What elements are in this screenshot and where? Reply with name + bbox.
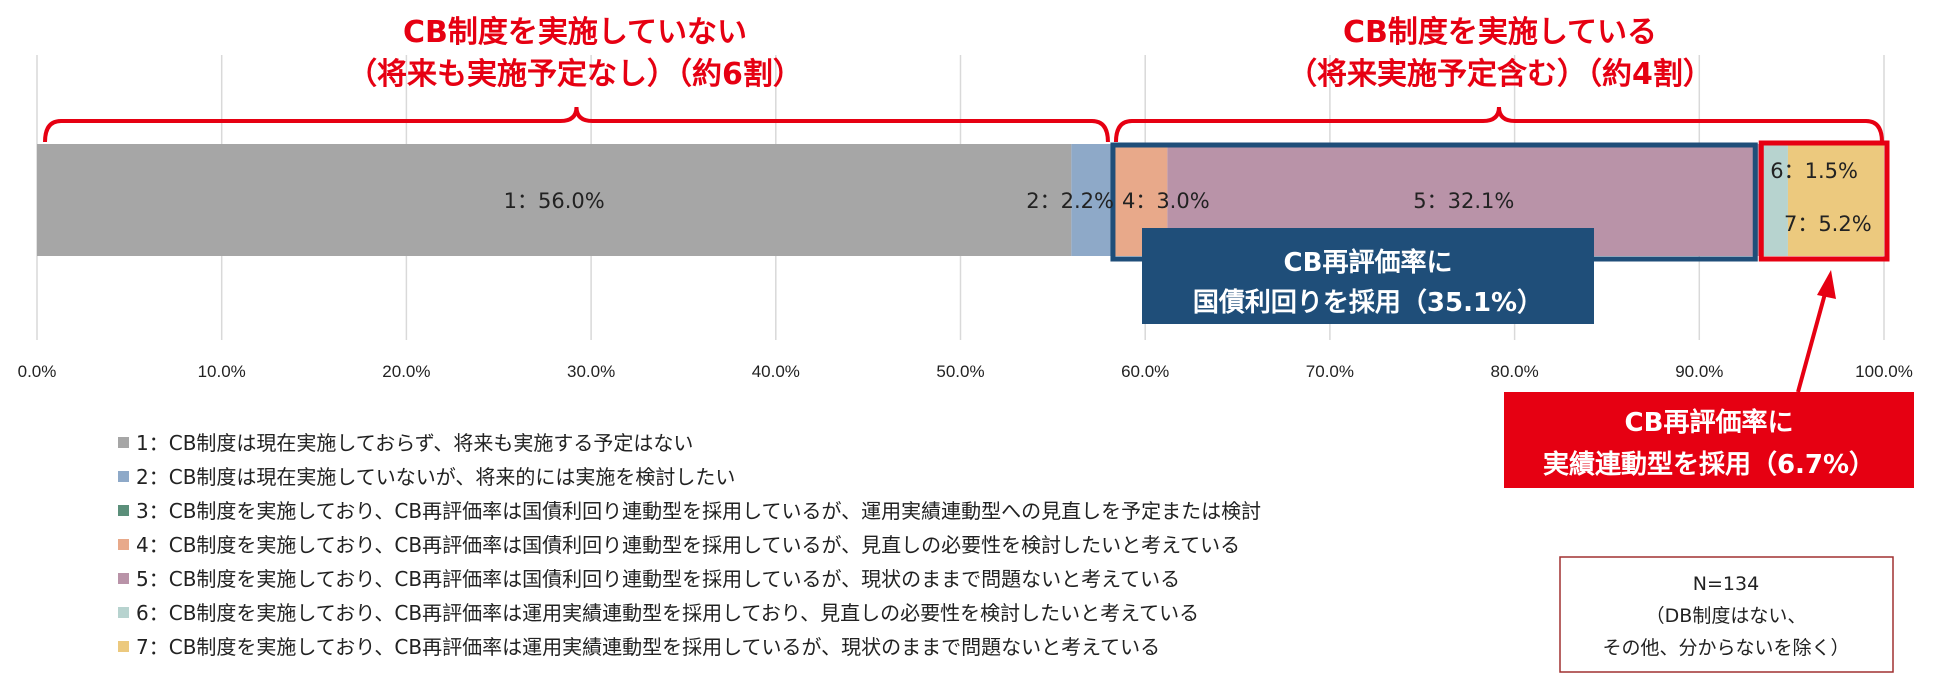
x-tick-label: 60.0% — [1121, 362, 1169, 381]
bar-segment-6 — [1760, 144, 1788, 256]
bar-segment-2 — [1071, 144, 1112, 256]
left-brace-title-line1: CB制度を実施していない — [403, 15, 747, 50]
sample-note-line3: その他、分からないを除く） — [1602, 637, 1849, 659]
x-tick-label: 10.0% — [198, 362, 246, 381]
x-tick-label: 50.0% — [936, 362, 984, 381]
x-tick-label: 100.0% — [1855, 362, 1913, 381]
x-axis-ticks: 0.0% 10.0% 20.0% 30.0% 40.0% 50.0% 60.0% 70.0% 8… — [18, 362, 1913, 381]
segment-label-7: 7：5.2% — [1784, 212, 1872, 236]
bar-segments — [37, 144, 1884, 256]
legend-swatch-4 — [118, 539, 129, 550]
actual-linked-callout-line2: 実績連動型を採用（6.7%） — [1543, 449, 1875, 480]
legend-swatch-7 — [118, 641, 129, 652]
sample-note: N=134 （DB制度はない、 その他、分からないを除く） — [1559, 556, 1894, 673]
bar-segment-1 — [37, 144, 1072, 256]
x-tick-label: 0.0% — [18, 362, 57, 381]
actual-linked-callout: CB再評価率に 実績連動型を採用（6.7%） — [1504, 392, 1914, 488]
legend-entry-7: 7：CB制度を実施しており、CB再評価率は運用実績連動型を採用しているが、現状の… — [136, 635, 1160, 659]
legend-swatch-5 — [118, 573, 129, 584]
sample-note-line2: （DB制度はない、 — [1646, 605, 1807, 627]
segment-label-4: 4：3.0% — [1122, 189, 1210, 213]
legend-swatch-1 — [118, 437, 129, 448]
segment-label-5: 5：32.1% — [1413, 189, 1514, 213]
segment-labels: 1：56.0% 2：2.2% 4：3.0% 5：32.1% 6：1.5% 7：5… — [504, 159, 1872, 236]
sample-size: N=134 — [1693, 573, 1759, 595]
x-tick-label: 20.0% — [382, 362, 430, 381]
bond-yield-callout-line1: CB再評価率に — [1284, 247, 1453, 278]
left-brace — [43, 106, 1110, 143]
x-tick-label: 30.0% — [567, 362, 615, 381]
legend-swatch-6 — [118, 607, 129, 618]
right-brace-title-line1: CB制度を実施している — [1343, 15, 1657, 50]
legend-entry-5: 5：CB制度を実施しており、CB再評価率は国債利回り連動型を採用しているが、現状… — [136, 567, 1180, 591]
red-arrow — [1796, 270, 1836, 393]
legend-entry-4: 4：CB制度を実施しており、CB再評価率は国債利回り連動型を採用しているが、見直… — [136, 533, 1240, 557]
x-tick-label: 80.0% — [1490, 362, 1538, 381]
legend-entry-6: 6：CB制度を実施しており、CB再評価率は運用実績連動型を採用しており、見直しの… — [136, 601, 1199, 625]
segment-label-1: 1：56.0% — [504, 189, 605, 213]
right-brace — [1113, 106, 1884, 143]
actual-linked-callout-line1: CB再評価率に — [1625, 407, 1794, 438]
legend-entry-3: 3：CB制度を実施しており、CB再評価率は国債利回り連動型を採用しているが、運用… — [136, 499, 1261, 523]
x-tick-label: 70.0% — [1306, 362, 1354, 381]
legend-entry-2: 2：CB制度は現在実施していないが、将来的には実施を検討したい — [136, 465, 735, 489]
x-tick-label: 90.0% — [1675, 362, 1723, 381]
bar-segment-7 — [1787, 144, 1884, 256]
right-brace-title-line2: （将来実施予定含む）（約4割） — [1287, 57, 1713, 92]
legend-entry-1: 1：CB制度は現在実施しておらず、将来も実施する予定はない — [136, 431, 693, 455]
segment-label-2: 2：2.2% — [1026, 189, 1114, 213]
bond-yield-callout-line2: 国債利回りを採用（35.1%） — [1193, 288, 1543, 318]
legend-swatch-3 — [118, 505, 129, 516]
legend-swatch-2 — [118, 471, 129, 482]
segment-label-6: 6：1.5% — [1770, 159, 1858, 183]
actual-linked-group-frame — [1758, 140, 1890, 262]
legend: 1：CB制度は現在実施しておらず、将来も実施する予定はない 2：CB制度は現在実施… — [118, 431, 1261, 659]
left-brace-title-line2: （将来も実施予定なし）（約6割） — [347, 57, 803, 92]
x-tick-label: 40.0% — [752, 362, 800, 381]
bond-yield-callout: CB再評価率に 国債利回りを採用（35.1%） — [1142, 228, 1594, 324]
